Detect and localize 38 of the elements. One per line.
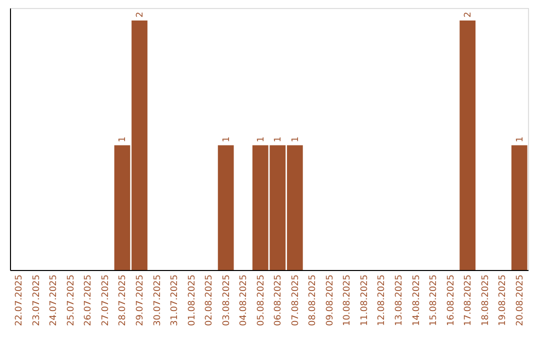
x-tick-label: 16.08.2025 (446, 274, 456, 326)
data-label: 2 (136, 12, 146, 18)
x-tick-label: 26.07.2025 (84, 274, 94, 326)
x-tick-label: 02.08.2025 (204, 274, 215, 326)
x-tick-label: 24.07.2025 (49, 274, 60, 326)
x-tick-label: 31.07.2025 (170, 274, 180, 326)
x-tick-label: 29.07.2025 (136, 274, 146, 326)
x-tick-label: 13.08.2025 (394, 274, 404, 326)
x-tick-label: 04.08.2025 (239, 274, 250, 326)
x-tick-label: 27.07.2025 (100, 274, 111, 326)
x-tick-label: 23.07.2025 (32, 274, 42, 326)
data-label: 2 (464, 12, 474, 18)
x-tick-label: 14.08.2025 (412, 274, 422, 326)
x-tick-label: 08.08.2025 (308, 274, 318, 326)
data-label: 1 (222, 136, 232, 142)
x-tick-label: 06.08.2025 (274, 274, 284, 326)
data-label: 1 (256, 136, 266, 142)
x-tick-label: 03.08.2025 (222, 274, 232, 326)
x-tick-label: 25.07.2025 (66, 274, 76, 326)
x-tick-label: 09.08.2025 (325, 274, 336, 326)
x-tick-label: 30.07.2025 (152, 274, 163, 326)
x-tick-label: 20.08.2025 (515, 274, 526, 326)
data-label: 1 (290, 136, 301, 142)
x-tick-label: 11.08.2025 (360, 274, 370, 326)
x-tick-label: 28.07.2025 (118, 274, 128, 326)
x-tick-label: 01.08.2025 (187, 274, 198, 326)
x-tick-label: 15.08.2025 (429, 274, 440, 326)
data-label: 1 (274, 136, 284, 142)
x-tick-label: 12.08.2025 (377, 274, 388, 326)
x-tick-label: 07.08.2025 (290, 274, 301, 326)
x-tick-label: 19.08.2025 (498, 274, 508, 326)
data-label: 1 (118, 136, 128, 142)
x-tick-label: 17.08.2025 (464, 274, 474, 326)
x-tick-label: 22.07.2025 (14, 274, 25, 326)
x-tick-label: 05.08.2025 (256, 274, 266, 326)
data-label: 1 (515, 136, 526, 142)
x-tick-label: 18.08.2025 (480, 274, 491, 326)
x-tick-label: 10.08.2025 (342, 274, 353, 326)
